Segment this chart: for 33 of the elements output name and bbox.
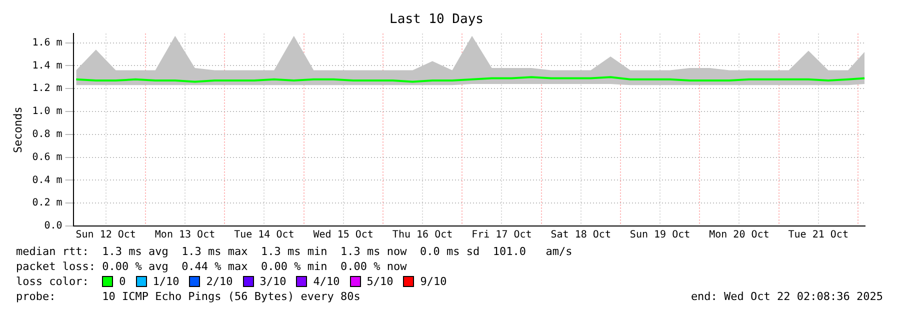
y-tick-label: 1.0 m: [32, 106, 62, 118]
text: median rtt: 1.3 ms avg 1.3 ms max 1.3 ms min 1.3 ms now 0.0 ms sd 101.0 am/s: [16, 244, 574, 259]
legend-label: 1/10: [152, 274, 180, 289]
y-axis-title: Seconds: [11, 106, 24, 153]
y-tick-label: 0.2 m: [32, 198, 62, 209]
y-tick-label: 1.4 m: [32, 60, 62, 72]
x-tick-label: Fri 17 Oct: [472, 230, 532, 241]
legend-label: 3/10: [260, 274, 286, 289]
x-tick-label: Tue 21 Oct: [788, 230, 848, 241]
x-tick-label: Thu 16 Oct: [392, 230, 453, 241]
text: packet loss: 0.00 % avg 0.44 % max 0.00 % min 0.00 % now: [16, 259, 408, 274]
y-tick-label: 0.6 m: [32, 152, 62, 163]
x-tick-label: Wed 15 Oct: [313, 230, 374, 241]
text: probe: 10 ICMP Echo Pings (56 Bytes) every 80s: [16, 289, 360, 304]
legend-label: 2/10: [206, 274, 233, 289]
y-tick-label: 0.8 m: [32, 128, 62, 140]
x-tick-label: Sun 19 Oct: [630, 230, 690, 241]
y-tick-label: 1.2 m: [32, 83, 62, 94]
legend-label: 5/10: [366, 274, 394, 289]
text: end: Wed Oct 22 02:08:36 2025: [690, 289, 883, 304]
x-tick-label: Sun 12 Oct: [76, 230, 136, 241]
x-tick-label: Sat 18 Oct: [550, 230, 611, 241]
chart-title: Last 10 Days: [390, 12, 484, 28]
x-tick-label: Mon 13 Oct: [154, 230, 216, 241]
legend-title: loss color:: [16, 274, 90, 289]
legend-label: 4/10: [313, 274, 340, 289]
y-tick-label: 1.6 m: [32, 37, 62, 48]
y-tick-label: 0.4 m: [32, 174, 62, 186]
x-tick-label: Tue 14 Oct: [234, 230, 294, 241]
x-tick-label: Mon 20 Oct: [709, 230, 770, 241]
legend-label: 9/10: [420, 274, 447, 289]
y-tick-label: 0.0: [44, 220, 62, 232]
legend-label: 0: [119, 274, 126, 289]
